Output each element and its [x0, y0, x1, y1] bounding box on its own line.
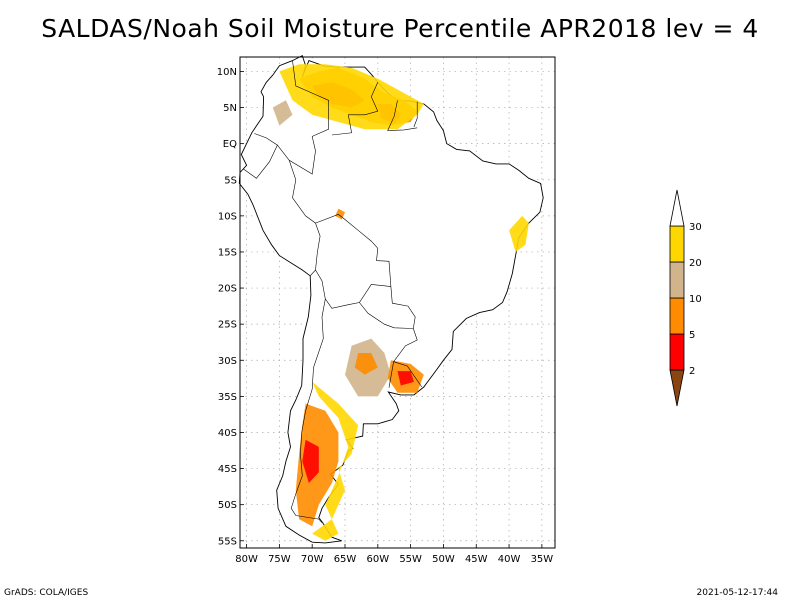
country-border: [387, 100, 418, 131]
lon-tick-label: 50W: [432, 554, 455, 565]
country-border: [315, 214, 392, 287]
country-border: [315, 269, 391, 309]
colorbar-label: 2: [689, 366, 695, 377]
colorbar-under-arrow: [669, 369, 685, 407]
footer-timestamp: 2021-05-12-17:44: [696, 588, 779, 598]
lat-lon-grid: [240, 57, 555, 548]
colorbar-segment: [669, 297, 685, 335]
lat-tick-label: 20S: [218, 284, 237, 295]
lat-tick-label: 40S: [218, 428, 237, 439]
country-border: [243, 144, 278, 179]
percentile-patch: [509, 215, 529, 252]
colorbar-segment: [669, 261, 685, 299]
country-border: [388, 361, 394, 388]
lat-tick-label: 5S: [224, 175, 237, 186]
colorbar-segment: [669, 333, 685, 371]
percentile-patch: [397, 371, 414, 386]
lat-tick-label: 10S: [218, 211, 237, 222]
country-border: [331, 82, 379, 136]
lon-tick-label: 75W: [268, 554, 291, 565]
percentile-patch: [354, 353, 378, 375]
percentile-patches: [272, 64, 529, 541]
lat-tick-label: 5N: [223, 103, 237, 114]
map-frame: [239, 56, 556, 549]
colorbar-label: 10: [689, 294, 702, 305]
country-border: [254, 60, 329, 175]
footer-credit: GrADS: COLA/IGES: [4, 588, 89, 598]
percentile-patch: [279, 64, 424, 130]
lon-tick-label: 45W: [465, 554, 488, 565]
lat-tick-label: 50S: [218, 500, 237, 511]
country-border: [413, 101, 418, 128]
colorbar-label: 30: [689, 222, 702, 233]
lon-tick-label: 55W: [399, 554, 422, 565]
country-border: [290, 298, 326, 523]
map-title: SALDAS/Noah Soil Moisture Percentile APR…: [41, 14, 759, 43]
lat-tick-label: 10N: [217, 67, 237, 78]
lon-tick-label: 40W: [498, 554, 521, 565]
longitude-labels: 80W 75W 70W 65W 60W 55W 50W 45W 40W 35W: [235, 554, 553, 565]
colorbar-segment: [669, 225, 685, 263]
percentile-patch: [335, 208, 345, 220]
lat-tick-label: 55S: [218, 536, 237, 547]
lon-tick-label: 70W: [301, 554, 324, 565]
latitude-labels: 10N 5N EQ 5S 10S 15S 20S 25S 30S 35S 40S 45S 50S 55S: [217, 67, 237, 547]
country-borders: [243, 60, 423, 523]
lat-tick-label: 45S: [218, 464, 237, 475]
lon-tick-label: 65W: [334, 554, 357, 565]
lat-tick-label: 15S: [218, 247, 237, 258]
colorbar-legend: 2 5 10 20 30: [669, 189, 702, 407]
country-border: [393, 328, 423, 388]
percentile-patch: [312, 381, 359, 541]
colorbar-label: 20: [689, 258, 702, 269]
lat-tick-label: EQ: [223, 139, 237, 150]
colorbar-over-arrow: [669, 189, 685, 227]
lon-tick-label: 35W: [531, 554, 554, 565]
lon-tick-label: 60W: [367, 554, 390, 565]
percentile-patch: [272, 100, 293, 126]
lat-tick-label: 25S: [218, 320, 237, 331]
lat-tick-label: 30S: [218, 356, 237, 367]
lon-tick-label: 80W: [235, 554, 258, 565]
percentile-patch: [302, 439, 319, 483]
colorbar-label: 5: [689, 330, 695, 341]
lat-tick-label: 35S: [218, 392, 237, 403]
